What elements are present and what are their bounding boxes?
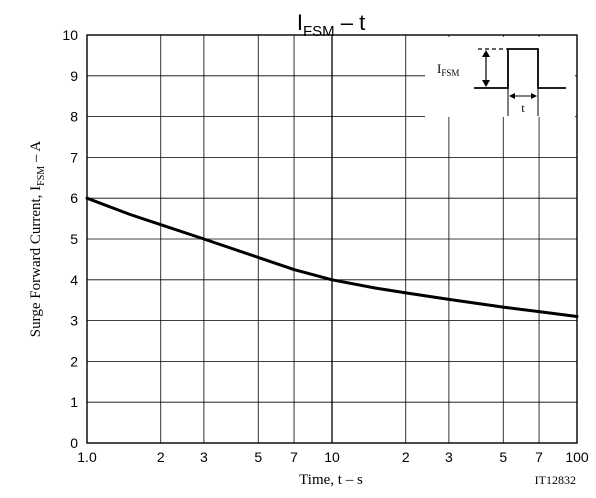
title-sub: FSM xyxy=(303,23,335,40)
inset-pulse-waveform xyxy=(474,48,566,89)
y-tick-label: 10 xyxy=(62,27,78,43)
x-tick-label: 10 xyxy=(324,449,340,465)
x-tick-label: 5 xyxy=(499,449,507,465)
x-tick-label: 7 xyxy=(535,449,543,465)
y-tick-label: 3 xyxy=(70,313,78,329)
x-tick-label: 100 xyxy=(565,449,589,465)
y-tick-label: 9 xyxy=(70,68,78,84)
x-tick-label: 2 xyxy=(157,449,165,465)
y-tick-label: 4 xyxy=(70,272,78,288)
y-axis-label: Surge Forward Current, IFSM – A xyxy=(28,141,47,338)
plot-frame xyxy=(86,34,578,444)
surge-current-curve xyxy=(85,196,579,318)
pulse-inset: IFSM t xyxy=(425,37,575,117)
x-tick-label: 1.0 xyxy=(77,449,97,465)
chart-title: IFSM – t xyxy=(297,10,365,40)
y-tick-label: 6 xyxy=(70,190,78,206)
x-tick-label: 3 xyxy=(200,449,208,465)
series-group xyxy=(85,196,579,318)
figure-id: IT12832 xyxy=(535,473,576,487)
inset-background xyxy=(425,37,575,117)
x-axis-label: Time, t – s xyxy=(299,472,363,488)
inset-arrowhead-left xyxy=(509,93,515,99)
inset-ifsm-label: IFSM xyxy=(437,61,459,78)
x-tick-label: 5 xyxy=(254,449,262,465)
inset-t-label: t xyxy=(521,101,525,115)
x-tick-label: 7 xyxy=(290,449,298,465)
y-tick-label: 2 xyxy=(70,353,78,369)
title-main: I xyxy=(297,10,303,35)
y-tick-label: 0 xyxy=(70,435,78,451)
tick-labels: 1.0 2 3 5 7 10 2 3 5 7 100 0 1 2 3 4 5 6 7 8 9 10 xyxy=(62,27,588,465)
inset-arrowhead-up xyxy=(482,50,490,57)
x-tick-label: 3 xyxy=(445,449,453,465)
inset-arrowhead-right xyxy=(531,93,537,99)
x-tick-label: 2 xyxy=(402,449,410,465)
y-tick-label: 5 xyxy=(70,231,78,247)
inset-arrowhead-down xyxy=(482,80,490,87)
y-tick-label: 8 xyxy=(70,109,78,125)
y-tick-label: 1 xyxy=(70,394,78,410)
y-tick-label: 7 xyxy=(70,149,78,165)
title-rest: – t xyxy=(335,10,366,35)
